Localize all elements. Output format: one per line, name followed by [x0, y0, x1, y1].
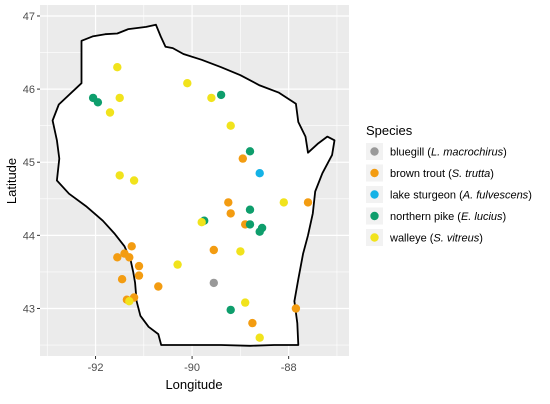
- point-walleye: [241, 298, 250, 307]
- y-tick-label: 47: [23, 11, 35, 23]
- point-walleye: [129, 176, 139, 185]
- y-axis-title: Latitude: [4, 158, 19, 204]
- point-walleye: [207, 93, 216, 103]
- y-axis-ticks: 43 44 45 46 47: [23, 11, 40, 315]
- point-brown-trout: [127, 242, 136, 251]
- legend: Species bluegill (L. macrochirus) brown t…: [366, 123, 532, 246]
- point-brown-trout: [117, 275, 127, 284]
- point-northern-pike: [245, 205, 255, 214]
- y-tick-label: 44: [23, 230, 35, 242]
- legend-title: Species: [366, 123, 413, 138]
- point-walleye: [226, 121, 235, 130]
- y-tick-label: 45: [23, 157, 35, 169]
- x-tick-label: -90: [184, 362, 200, 374]
- point-walleye: [236, 247, 245, 256]
- legend-label-lake-sturgeon: lake sturgeon (A. fulvescens): [390, 190, 532, 202]
- x-axis-ticks: -92 -90 -88: [88, 356, 297, 374]
- legend-swatch-bluegill: [370, 147, 379, 156]
- point-northern-pike: [93, 98, 103, 107]
- point-brown-trout: [238, 154, 247, 163]
- y-tick-label: 43: [23, 303, 35, 315]
- point-northern-pike: [226, 305, 235, 315]
- point-brown-trout: [248, 318, 257, 328]
- point-walleye: [113, 62, 122, 72]
- point-walleye: [197, 218, 206, 227]
- y-tick-label: 46: [23, 84, 35, 96]
- point-walleye: [125, 297, 134, 306]
- point-lake-sturgeon: [255, 169, 264, 178]
- point-northern-pike: [216, 90, 226, 100]
- point-brown-trout: [303, 198, 313, 207]
- point-brown-trout: [291, 304, 301, 313]
- point-brown-trout: [209, 245, 218, 255]
- x-tick-label: -88: [281, 362, 297, 374]
- point-walleye: [173, 260, 182, 269]
- legend-label-bluegill: bluegill (L. macrochirus): [390, 147, 507, 159]
- data-points: [88, 62, 313, 342]
- point-walleye: [279, 198, 288, 207]
- point-brown-trout: [134, 261, 144, 271]
- point-walleye: [115, 93, 124, 103]
- point-brown-trout: [226, 209, 235, 218]
- point-bluegill: [209, 278, 218, 288]
- legend-label-northern-pike: northern pike (E. lucius): [390, 211, 506, 223]
- wisconsin-outline: [51, 23, 336, 347]
- legend-label-walleye: walleye (S. vitreus): [389, 233, 483, 245]
- legend-swatch-northern-pike: [370, 211, 379, 221]
- point-brown-trout: [134, 271, 144, 280]
- point-walleye: [105, 108, 115, 117]
- point-northern-pike: [255, 227, 264, 236]
- point-walleye: [255, 333, 264, 342]
- x-axis-title: Longitude: [165, 377, 222, 392]
- legend-swatch-walleye: [370, 233, 379, 242]
- legend-swatch-brown-trout: [370, 168, 379, 178]
- point-brown-trout: [154, 282, 163, 291]
- legend-swatch-lake-sturgeon: [370, 190, 379, 199]
- point-northern-pike: [245, 147, 255, 156]
- point-walleye: [183, 79, 192, 88]
- point-northern-pike: [245, 220, 255, 229]
- point-brown-trout: [113, 253, 122, 262]
- point-brown-trout: [125, 253, 134, 262]
- point-walleye: [115, 171, 124, 180]
- x-tick-label: -92: [88, 362, 104, 374]
- point-brown-trout: [224, 198, 233, 207]
- legend-label-brown-trout: brown trout (S. trutta): [390, 168, 494, 180]
